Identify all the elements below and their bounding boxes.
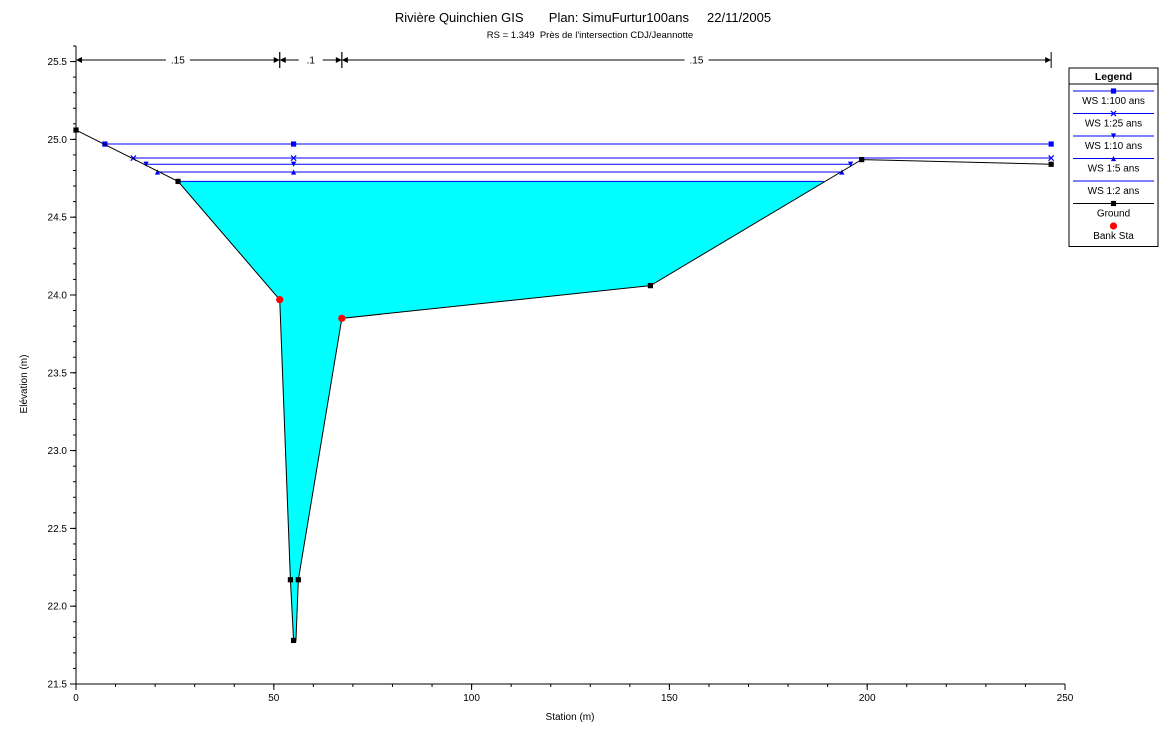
ws-marker bbox=[290, 161, 297, 167]
ws-marker bbox=[290, 155, 297, 162]
legend-entry-label: WS 1:5 ans bbox=[1088, 164, 1140, 175]
ws-marker bbox=[154, 169, 161, 175]
ground-marker bbox=[73, 127, 79, 133]
manning-n-label: .15 bbox=[171, 56, 185, 67]
water-fill bbox=[178, 181, 826, 641]
legend-swatch-marker bbox=[1110, 155, 1117, 162]
x-tick-label: 100 bbox=[463, 693, 480, 704]
y-tick-label: 22.5 bbox=[48, 524, 68, 535]
manning-arrow bbox=[279, 57, 286, 63]
legend-entry-label: WS 1:10 ans bbox=[1085, 141, 1142, 152]
legend-swatch-marker bbox=[1110, 110, 1117, 117]
bank-station-marker bbox=[338, 314, 346, 322]
x-tick-label: 200 bbox=[859, 693, 876, 704]
legend-box bbox=[1068, 67, 1159, 247]
y-tick-label: 23.0 bbox=[48, 446, 68, 457]
ws-marker bbox=[290, 169, 297, 175]
plot-area: 0 50 100 150 200 250 21.5 22.0 22.5 23.0 23.5 24.0 2… bbox=[48, 45, 1074, 704]
x-tick-label: 150 bbox=[661, 693, 678, 704]
bank-station-marker bbox=[276, 296, 284, 304]
legend-entry-label: WS 1:2 ans bbox=[1088, 186, 1140, 197]
ground-marker bbox=[175, 178, 181, 184]
legend-entry-label: Ground bbox=[1097, 209, 1130, 220]
ground-marker bbox=[647, 283, 654, 289]
manning-arrow bbox=[341, 57, 348, 63]
chart-title: Rivière Quinchien GIS Plan: SimuFurtur10… bbox=[395, 10, 771, 25]
ground-marker bbox=[287, 577, 294, 583]
y-tick-label: 23.5 bbox=[48, 368, 68, 379]
y-tick-label: 22.0 bbox=[48, 602, 68, 613]
y-tick-label: 25.0 bbox=[48, 135, 68, 146]
legend-entry-label: WS 1:100 ans bbox=[1082, 96, 1145, 107]
ws-marker bbox=[1048, 155, 1055, 162]
ground-marker bbox=[859, 156, 865, 163]
legend-swatch-marker bbox=[1110, 88, 1117, 94]
legend-entry-label: WS 1:25 ans bbox=[1085, 119, 1142, 130]
ground-marker bbox=[1048, 161, 1054, 167]
manning-arrow bbox=[76, 57, 82, 63]
legend-swatch-marker bbox=[1110, 133, 1117, 139]
y-tick-label: 24.5 bbox=[48, 213, 68, 224]
manning-arrow bbox=[335, 57, 342, 63]
x-tick-label: 250 bbox=[1057, 693, 1074, 704]
x-tick-label: 50 bbox=[268, 693, 280, 704]
y-tick-label: 21.5 bbox=[48, 680, 68, 691]
x-axis-label: Station (m) bbox=[546, 712, 595, 723]
y-tick-label: 24.0 bbox=[48, 290, 68, 301]
x-tick-label: 0 bbox=[73, 693, 79, 704]
manning-n-label: .15 bbox=[690, 56, 704, 67]
ground-marker bbox=[290, 637, 297, 644]
legend-swatch-marker bbox=[1109, 222, 1118, 230]
manning-arrow bbox=[1045, 57, 1052, 63]
manning-n-label: .1 bbox=[307, 56, 316, 67]
ws-marker bbox=[847, 161, 854, 167]
ws-marker bbox=[839, 169, 845, 175]
legend-swatch-marker bbox=[1110, 200, 1117, 207]
ground-marker bbox=[295, 577, 301, 583]
y-axis-label: Elévation (m) bbox=[19, 355, 30, 414]
manning-arrow bbox=[273, 57, 280, 63]
ws-marker bbox=[1048, 141, 1054, 147]
legend-title: Legend bbox=[1095, 71, 1132, 83]
chart-subtitle: RS = 1.349 Près de l'intersection CDJ/Je… bbox=[487, 30, 693, 41]
legend-entry-label: Bank Sta bbox=[1093, 231, 1134, 242]
ws-marker bbox=[290, 141, 297, 147]
ws-marker bbox=[143, 161, 149, 167]
y-tick-label: 25.5 bbox=[48, 57, 68, 68]
legend: Legend WS 1:100 ans WS 1:25 ans WS 1:10 ans… bbox=[1068, 67, 1159, 247]
